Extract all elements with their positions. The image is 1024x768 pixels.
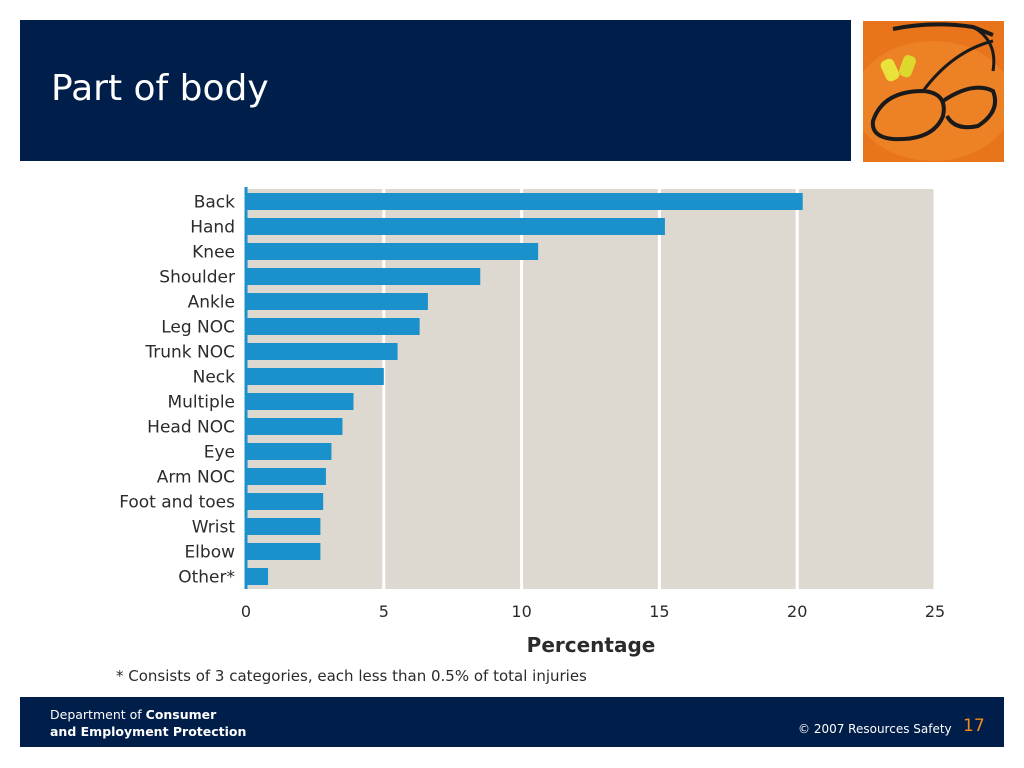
bar	[246, 543, 321, 560]
chart-footnote: * Consists of 3 categories, each less th…	[116, 667, 587, 685]
x-tick-label: 0	[241, 602, 251, 621]
bar	[246, 243, 539, 260]
bar	[246, 393, 354, 410]
x-tick-label: 10	[511, 602, 531, 621]
category-label: Eye	[204, 443, 235, 463]
bar	[246, 443, 332, 460]
category-label: Foot and toes	[119, 493, 235, 513]
x-axis-title: Percentage	[527, 633, 656, 657]
bar-chart: Back Hand Knee Shoulder Ankle Leg NOC Trunk NO…	[116, 187, 945, 685]
page-number: 17	[963, 716, 985, 736]
category-label: Back	[194, 193, 235, 213]
x-tick-label: 15	[649, 602, 669, 621]
bar	[246, 468, 326, 485]
bar	[246, 293, 428, 310]
category-label: Head NOC	[147, 418, 235, 438]
bar	[246, 568, 269, 585]
x-tick-label: 25	[925, 602, 945, 621]
bar	[246, 368, 384, 385]
category-label: Neck	[193, 368, 236, 388]
x-tick-label: 5	[379, 602, 389, 621]
bar	[246, 493, 324, 510]
category-label: Wrist	[192, 518, 236, 538]
safety-glasses-image	[863, 21, 1004, 162]
footer-bar: Department of Consumer and Employment Pr…	[20, 697, 1004, 747]
category-label: Knee	[192, 243, 235, 263]
category-label: Arm NOC	[157, 468, 235, 488]
copyright: © 2007 Resources Safety	[798, 722, 952, 736]
bar	[246, 518, 321, 535]
title-banner: Part of body	[20, 20, 851, 161]
category-label: Hand	[190, 218, 235, 238]
bar	[246, 268, 481, 285]
x-tick-label: 20	[787, 602, 807, 621]
bar	[246, 418, 343, 435]
category-label: Elbow	[184, 543, 235, 563]
bar	[246, 218, 665, 235]
department-bold-2: and Employment Protection	[50, 724, 247, 739]
category-label: Trunk NOC	[144, 343, 235, 363]
category-label: Ankle	[188, 293, 235, 313]
category-label: Multiple	[167, 393, 235, 413]
category-label: Leg NOC	[161, 318, 235, 338]
safety-glasses-photo	[863, 21, 1004, 162]
department-bold-1: Consumer	[145, 707, 217, 722]
category-label: Shoulder	[159, 268, 235, 288]
slide-title: Part of body	[51, 68, 269, 109]
category-label: Other*	[178, 568, 235, 588]
bar	[246, 343, 398, 360]
bar	[246, 193, 803, 210]
bar	[246, 318, 420, 335]
department-name: Department of Consumer and Employment Pr…	[50, 706, 246, 740]
department-prefix: Department of	[50, 707, 146, 722]
